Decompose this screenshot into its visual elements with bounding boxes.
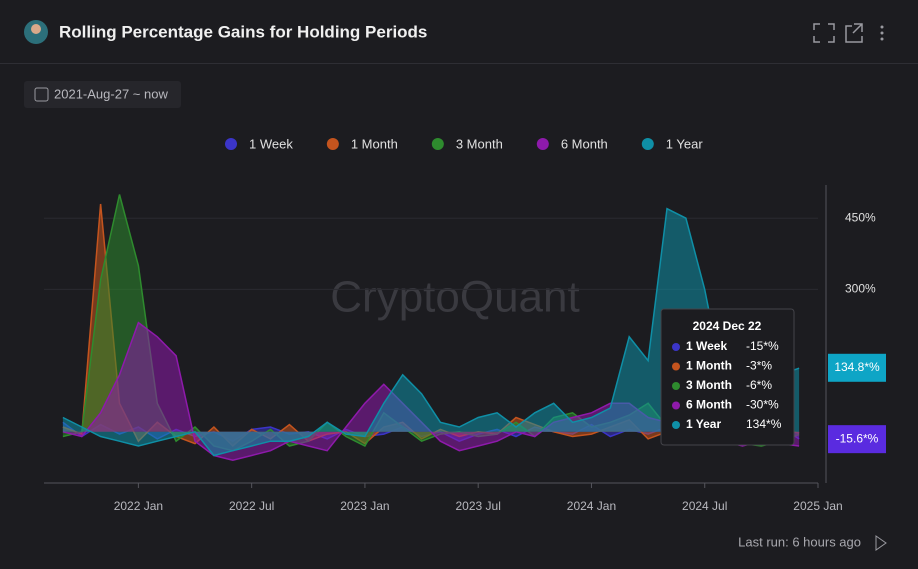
calendar-icon — [34, 87, 49, 102]
tooltip-name: 1 Month — [686, 359, 732, 373]
run-button[interactable] — [875, 535, 887, 551]
fullscreen-icon[interactable] — [813, 23, 835, 43]
area — [62, 208, 800, 456]
tooltip-name: 1 Week — [686, 339, 727, 353]
open-icon[interactable] — [845, 23, 863, 43]
tooltip-marker — [672, 401, 680, 410]
tooltip-marker — [672, 362, 680, 371]
watermark: CryptoQuant — [330, 273, 579, 322]
tooltip-name: 6 Month — [686, 398, 732, 412]
tooltip-name: 3 Month — [686, 378, 732, 392]
legend-swatch — [326, 138, 339, 150]
legend-label: 1 Year — [666, 136, 704, 151]
x-tick-label: 2024 Jul — [682, 499, 727, 513]
menu-icon[interactable] — [880, 25, 884, 41]
x-tick-label: 2023 Jan — [340, 499, 389, 513]
tooltip-marker — [672, 343, 680, 351]
line — [62, 207, 800, 457]
tooltip: 2024 Dec 22 1 Week -15*% 1 Month -3*% 3 Month… — [660, 308, 795, 446]
x-tick-label: 2024 Jan — [567, 499, 616, 513]
legend-swatch — [431, 138, 444, 150]
tooltip-value: -30*% — [746, 398, 779, 412]
y-tick-label: 450% — [845, 210, 876, 224]
widget-title: Rolling Percentage Gains for Holding Per… — [59, 22, 427, 41]
tooltip-box — [660, 308, 795, 446]
y-tick-label: 300% — [845, 282, 876, 296]
x-tick-label: 2022 Jul — [229, 499, 274, 513]
legend-label: 3 Month — [456, 136, 503, 151]
tooltip-date: 2024 Dec 22 — [693, 319, 762, 333]
tooltip-marker — [672, 382, 680, 390]
date-range: 2021-Aug-27 ~ now — [54, 86, 168, 101]
tooltip-value: -15*% — [746, 339, 779, 353]
avatar-face — [31, 24, 41, 34]
legend-swatch — [225, 138, 237, 150]
tooltip-marker — [672, 421, 680, 429]
x-tick-label: 2023 Jul — [456, 499, 501, 513]
tooltip-value: -3*% — [746, 359, 772, 373]
legend-swatch — [536, 138, 549, 150]
end-badge — [828, 353, 886, 382]
end-label: 134.8*% — [834, 360, 880, 374]
end-badge — [828, 425, 886, 454]
legend-label: 1 Week — [249, 136, 293, 151]
tooltip-value: 134*% — [746, 417, 782, 431]
x-tick-label: 2022 Jan — [114, 499, 163, 513]
date-chip[interactable] — [24, 81, 181, 108]
tooltip-value: -6*% — [746, 378, 772, 392]
legend-label: 1 Month — [351, 136, 398, 151]
end-label: -15.6*% — [836, 431, 879, 445]
tooltip-name: 1 Year — [686, 417, 721, 431]
legend-label: 6 Month — [561, 136, 608, 151]
last-run: Last run: 6 hours ago — [738, 534, 861, 549]
legend-swatch — [641, 138, 654, 150]
x-tick-label: 2025 Jan — [793, 499, 842, 513]
